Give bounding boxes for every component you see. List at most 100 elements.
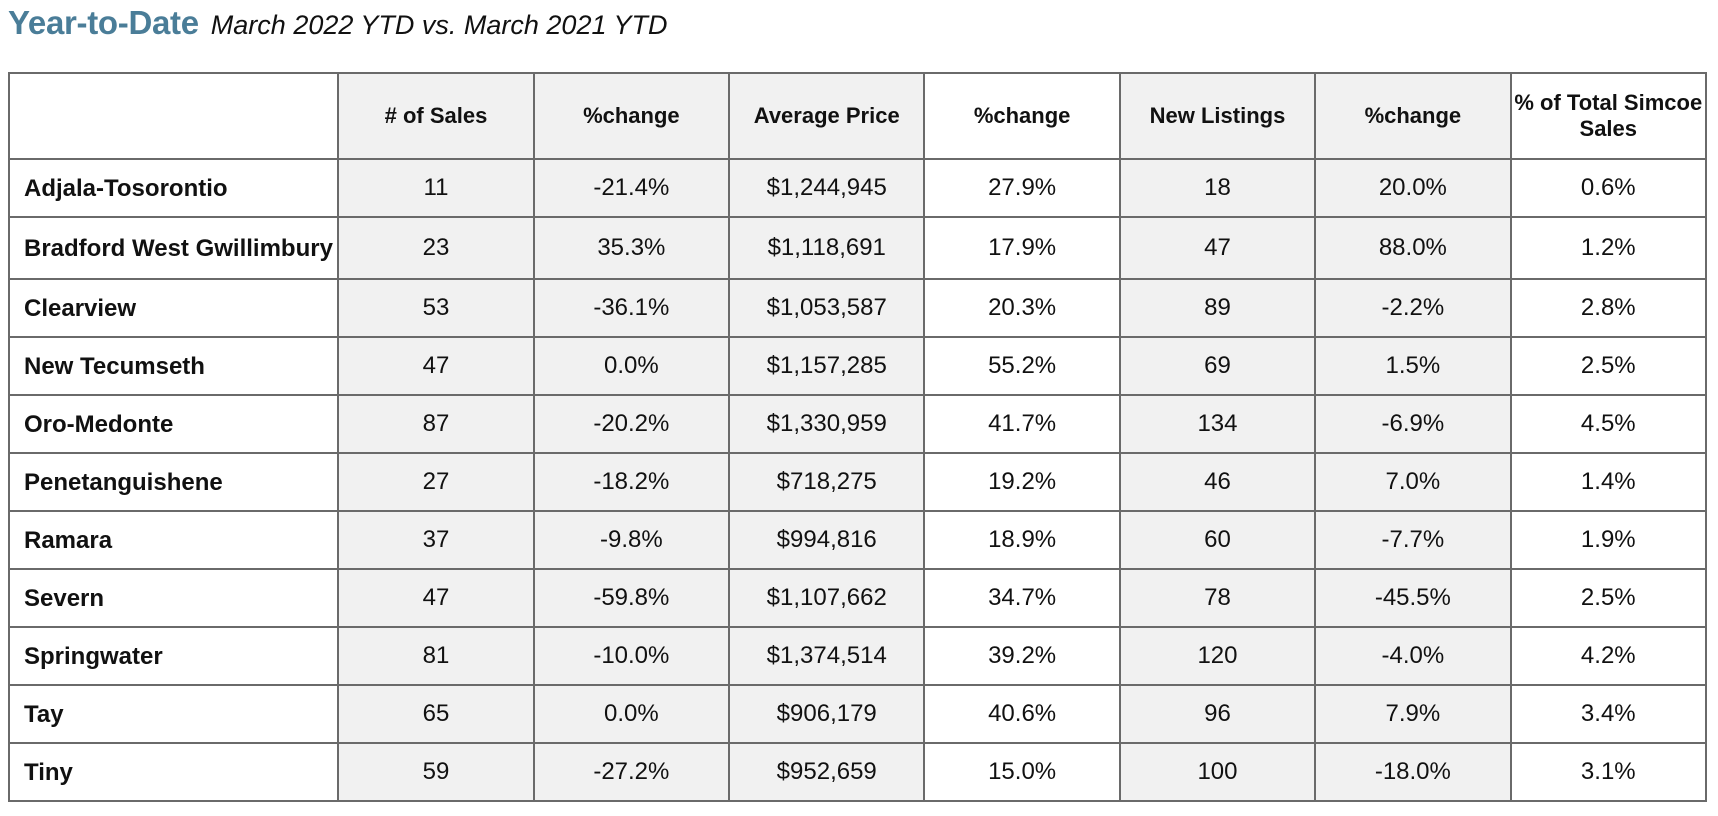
row-pct-total: 2.5% [1509,336,1708,396]
column-header-new-listings: New Listings [1118,72,1317,160]
row-sales-count: 53 [337,278,535,338]
table-row: Springwater 81 -10.0% $1,374,514 39.2% 120 -4.… [7,626,1708,686]
row-pct-total: 2.8% [1509,278,1708,338]
row-price-change: 55.2% [923,336,1121,396]
row-sales-count: 59 [337,742,535,802]
row-pct-total: 1.4% [1509,452,1708,512]
row-sales-change: 0.0% [532,684,731,744]
row-new-listings: 120 [1118,626,1317,686]
row-new-listings: 78 [1118,568,1317,628]
row-average-price: $1,053,587 [728,278,926,338]
row-price-change: 19.2% [923,452,1121,512]
table-row: Penetanguishene 27 -18.2% $718,275 19.2% 46 7.… [7,452,1708,512]
column-header-area [7,72,340,160]
row-pct-total: 3.4% [1509,684,1708,744]
table-row: Tiny 59 -27.2% $952,659 15.0% 100 -18.0% 3.1% [7,742,1708,802]
row-sales-change: -10.0% [532,626,731,686]
row-sales-change: -27.2% [532,742,731,802]
table-row: Ramara 37 -9.8% $994,816 18.9% 60 -7.7% 1.9% [7,510,1708,570]
row-sales-count: 11 [337,158,535,218]
row-sales-change: -36.1% [532,278,731,338]
row-listings-change: 7.9% [1314,684,1512,744]
page-title: Year-to-Date [8,4,199,41]
row-area-name: Penetanguishene [7,452,340,512]
row-sales-count: 47 [337,336,535,396]
row-area-name: Oro-Medonte [7,394,340,454]
row-price-change: 39.2% [923,626,1121,686]
row-new-listings: 69 [1118,336,1317,396]
row-pct-total: 2.5% [1509,568,1708,628]
row-average-price: $1,244,945 [728,158,926,218]
row-price-change: 27.9% [923,158,1121,218]
table-row: Clearview 53 -36.1% $1,053,587 20.3% 89 -2.2% 2… [7,278,1708,338]
ytd-sales-table: # of Sales %change Average Price %change… [7,72,1708,802]
column-header-average-price: Average Price [728,72,926,160]
row-sales-change: -59.8% [532,568,731,628]
row-average-price: $718,275 [728,452,926,512]
row-sales-change: 35.3% [532,216,731,280]
row-sales-change: -21.4% [532,158,731,218]
row-pct-total: 1.2% [1509,216,1708,280]
row-sales-change: -20.2% [532,394,731,454]
row-average-price: $952,659 [728,742,926,802]
row-new-listings: 60 [1118,510,1317,570]
row-area-name: New Tecumseth [7,336,340,396]
row-average-price: $994,816 [728,510,926,570]
row-average-price: $1,157,285 [728,336,926,396]
row-listings-change: -2.2% [1314,278,1512,338]
row-area-name: Tay [7,684,340,744]
table-row: New Tecumseth 47 0.0% $1,157,285 55.2% 69 1.5%… [7,336,1708,396]
row-average-price: $906,179 [728,684,926,744]
row-listings-change: -7.7% [1314,510,1512,570]
row-price-change: 40.6% [923,684,1121,744]
row-pct-total: 3.1% [1509,742,1708,802]
row-listings-change: 1.5% [1314,336,1512,396]
row-listings-change: -18.0% [1314,742,1512,802]
row-area-name: Clearview [7,278,340,338]
row-price-change: 17.9% [923,216,1121,280]
row-area-name: Ramara [7,510,340,570]
row-listings-change: -6.9% [1314,394,1512,454]
row-area-name: Tiny [7,742,340,802]
row-area-name: Severn [7,568,340,628]
row-new-listings: 18 [1118,158,1317,218]
page-subtitle: March 2022 YTD vs. March 2021 YTD [210,10,668,40]
row-price-change: 18.9% [923,510,1121,570]
row-pct-total: 4.2% [1509,626,1708,686]
row-area-name: Springwater [7,626,340,686]
row-new-listings: 46 [1118,452,1317,512]
row-listings-change: 20.0% [1314,158,1512,218]
row-sales-count: 37 [337,510,535,570]
row-average-price: $1,374,514 [728,626,926,686]
table-row: Bradford West Gwillimbury 23 35.3% $1,118,6… [7,216,1708,280]
row-sales-change: -9.8% [532,510,731,570]
row-new-listings: 89 [1118,278,1317,338]
row-sales-count: 23 [337,216,535,280]
row-new-listings: 100 [1118,742,1317,802]
table-row: Oro-Medonte 87 -20.2% $1,330,959 41.7% 134 -6.… [7,394,1708,454]
page-header: Year-to-Date March 2022 YTD vs. March 20… [8,4,668,54]
column-header-sales: # of Sales [337,72,535,160]
row-pct-total: 1.9% [1509,510,1708,570]
column-header-sales-change: %change [532,72,731,160]
table-body: Adjala-Tosorontio 11 -21.4% $1,244,945 27.9%… [7,158,1708,802]
row-price-change: 34.7% [923,568,1121,628]
row-sales-count: 47 [337,568,535,628]
table-row: Severn 47 -59.8% $1,107,662 34.7% 78 -45.5% 2.5… [7,568,1708,628]
row-sales-change: -18.2% [532,452,731,512]
row-listings-change: 88.0% [1314,216,1512,280]
table-row: Adjala-Tosorontio 11 -21.4% $1,244,945 27.9%… [7,158,1708,218]
row-sales-count: 27 [337,452,535,512]
row-price-change: 20.3% [923,278,1121,338]
row-sales-count: 81 [337,626,535,686]
row-pct-total: 4.5% [1509,394,1708,454]
row-sales-count: 87 [337,394,535,454]
column-header-price-change: %change [923,72,1121,160]
column-header-listings-change: %change [1314,72,1512,160]
row-area-name: Adjala-Tosorontio [7,158,340,218]
row-sales-change: 0.0% [532,336,731,396]
row-price-change: 15.0% [923,742,1121,802]
row-listings-change: -4.0% [1314,626,1512,686]
row-new-listings: 96 [1118,684,1317,744]
row-average-price: $1,118,691 [728,216,926,280]
